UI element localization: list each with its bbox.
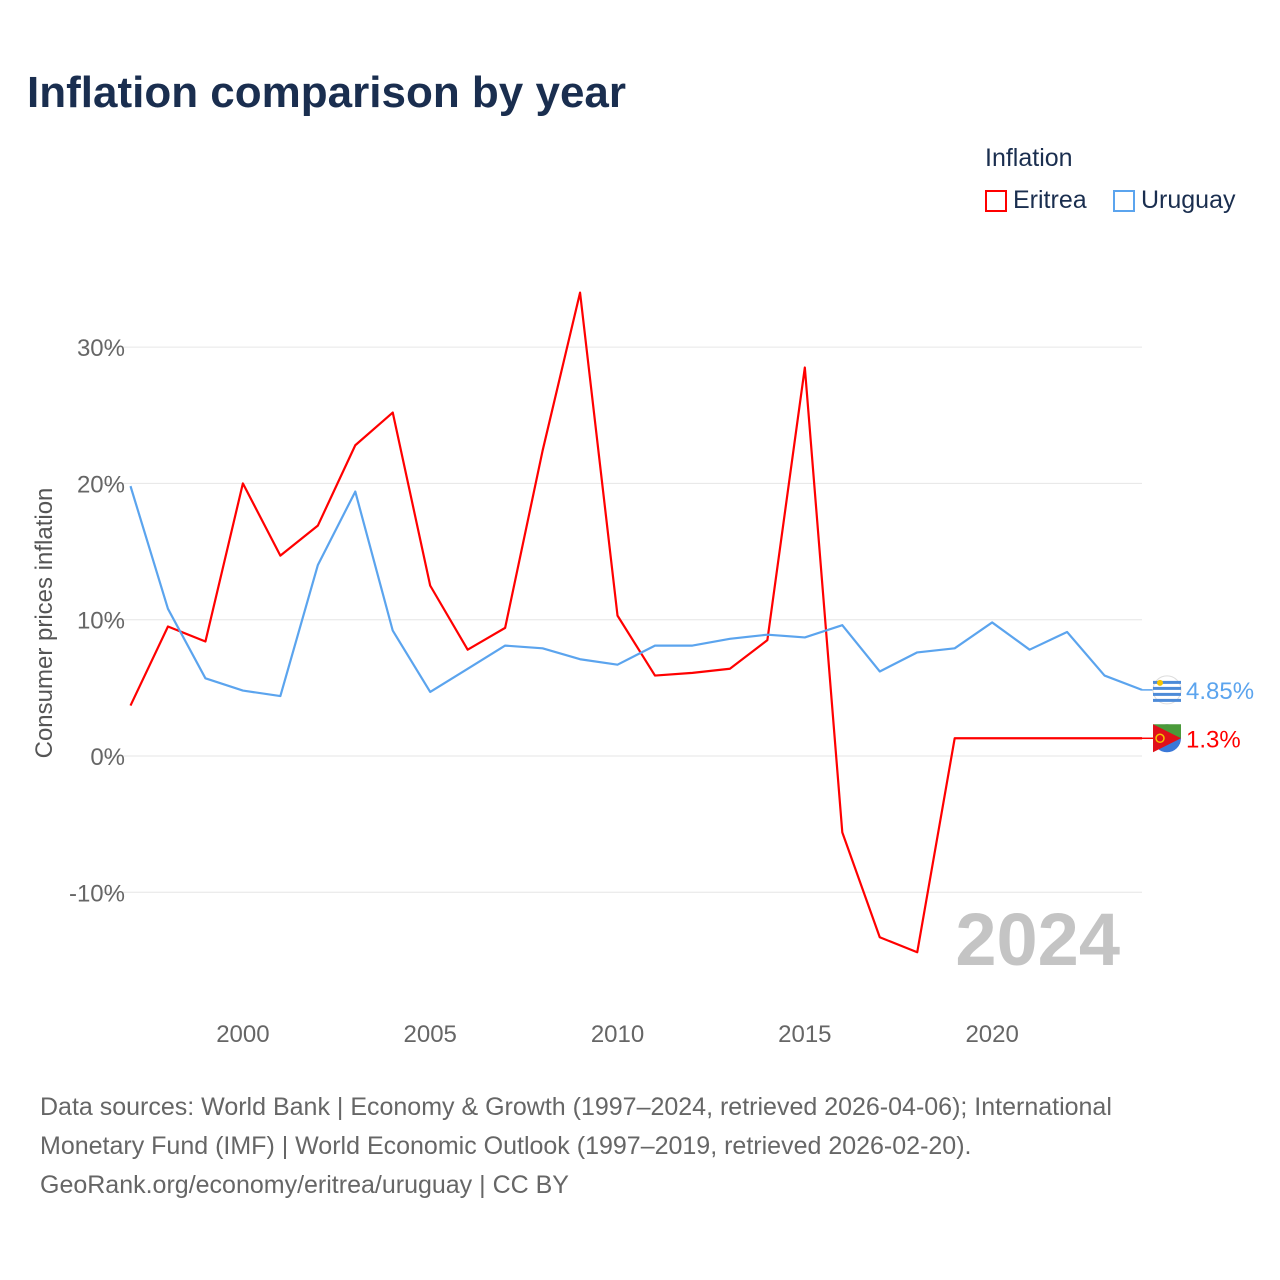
end-label-uruguay: 4.85% bbox=[1186, 678, 1254, 705]
flag-stripe bbox=[1153, 698, 1181, 702]
flag-stripe bbox=[1153, 686, 1181, 690]
flag-sun bbox=[1157, 679, 1163, 686]
year-watermark: 2024 bbox=[955, 898, 1120, 981]
legend-item-eritrea[interactable]: Eritrea bbox=[985, 186, 1087, 215]
footer-link[interactable]: GeoRank.org/economy/eritrea/uruguay | CC… bbox=[40, 1171, 569, 1199]
footer-sources-line1: Data sources: World Bank | Economy & Gro… bbox=[40, 1093, 1112, 1121]
flag-red bbox=[1153, 724, 1181, 753]
y-tick-label: 30% bbox=[77, 335, 125, 362]
legend-item-uruguay[interactable]: Uruguay bbox=[1113, 186, 1236, 215]
legend-swatch-eritrea bbox=[985, 189, 1007, 212]
x-tick-label: 2000 bbox=[216, 1021, 269, 1048]
series-line-eritrea bbox=[129, 291, 1142, 954]
chart-title: Inflation comparison by year bbox=[27, 68, 627, 117]
legend-label-uruguay: Uruguay bbox=[1141, 186, 1236, 214]
legend-title: Inflation bbox=[985, 144, 1073, 172]
flag-emblem bbox=[1155, 733, 1165, 744]
x-tick-label: 2010 bbox=[591, 1021, 644, 1048]
footer: Data sources: World Bank | Economy & Gro… bbox=[40, 1088, 1240, 1205]
legend-swatch-uruguay bbox=[1113, 189, 1135, 212]
y-tick-label: 20% bbox=[77, 471, 125, 498]
y-tick-label: -10% bbox=[69, 880, 125, 907]
legend-label-eritrea: Eritrea bbox=[1013, 186, 1087, 214]
footer-sources-line2: Monetary Fund (IMF) | World Economic Out… bbox=[40, 1132, 972, 1160]
flag-stripe bbox=[1153, 680, 1181, 684]
x-tick-label: 2020 bbox=[965, 1021, 1018, 1048]
y-axis-label: Consumer prices inflation bbox=[31, 488, 58, 759]
end-label-eritrea: 1.3% bbox=[1186, 726, 1241, 753]
x-tick-label: 2015 bbox=[778, 1021, 831, 1048]
y-tick-label: 0% bbox=[90, 744, 125, 771]
series-line-uruguay bbox=[129, 485, 1143, 698]
flag-uruguay-icon bbox=[1152, 675, 1182, 705]
flag-eritrea-icon bbox=[1153, 724, 1181, 753]
x-tick-label: 2005 bbox=[404, 1021, 457, 1048]
flag-stripe bbox=[1153, 692, 1181, 696]
line-chart: -10% 0% 10% 20% 30% 2000 2005 2010 2015 2020 2024… bbox=[31, 291, 1254, 1048]
y-tick-label: 10% bbox=[77, 608, 125, 635]
